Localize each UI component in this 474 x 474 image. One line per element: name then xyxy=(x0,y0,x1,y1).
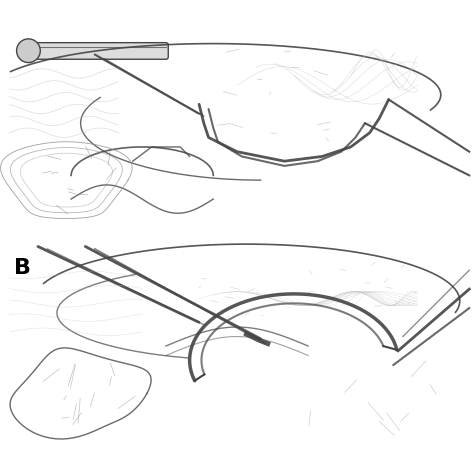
Text: B: B xyxy=(14,258,31,278)
FancyBboxPatch shape xyxy=(21,43,168,59)
Circle shape xyxy=(17,39,40,63)
